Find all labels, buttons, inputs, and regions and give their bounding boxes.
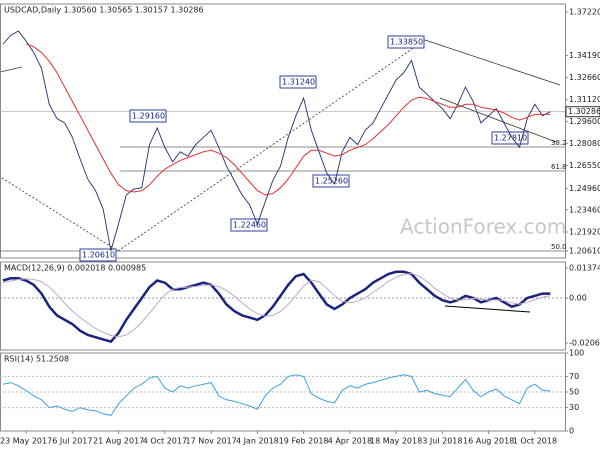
x-tick-label: 18 May 2018 [370,437,422,446]
annotation: 1.33850 [390,38,423,47]
panel-title: MACD(12,26,9) 0.002018 0.000985 [4,264,146,273]
annotation: 1.31240 [282,78,315,87]
annotation-box [79,248,117,262]
y-tick-label: 100 [569,349,584,358]
y-tick-label: 1.29600 [569,117,600,126]
y-tick-label: 1.26550 [569,161,600,170]
channel-line [424,39,561,86]
x-tick-label: 3 Jul 2018 [422,437,462,446]
annotation-box [491,131,529,145]
y-tick-label: 1.28080 [569,139,600,148]
x-tick-label: 19 Feb 2018 [279,437,329,446]
y-tick-label: 1.32660 [569,73,600,82]
current-price: 1.30286 [568,107,600,116]
series-line [2,30,551,251]
panel-title: RSI(14) 51.2508 [4,355,69,364]
x-tick-label: 17 Nov 2017 [186,437,237,446]
y-tick-label: 0.00 [569,293,587,302]
series-line [25,43,551,196]
macd-trend-line [444,305,531,313]
level-label: 61.8 [551,163,567,171]
y-tick-label: 1.31120 [569,95,600,104]
level-label: 50.0 [551,243,567,251]
y-tick-label: 1.21920 [569,227,600,236]
y-tick-label: 0.013745 [569,264,600,273]
series-line [2,270,551,344]
channel-line [439,97,557,143]
y-tick-label: 30 [569,403,579,412]
x-tick-label: 1 Oct 2018 [513,437,557,446]
annotation-box [129,109,167,123]
trend-lines [0,39,561,313]
x-tick-label: 4 Apr 2018 [328,437,372,446]
y-tick-label: -0.020652 [569,338,600,347]
annotation: 1.27810 [494,134,527,143]
y-tick-label: 1.37220 [569,8,600,17]
watermark: ActionForex.com [400,215,566,239]
x-tick-label: 21 Aug 2017 [93,437,144,446]
annotation-box [279,75,317,89]
y-tick-label: 1.24960 [569,184,600,193]
support-line [1,177,119,252]
x-tick-label: 23 May 2017 [0,437,52,446]
annotation: 1.25260 [315,177,348,186]
y-tick-label: 50 [569,388,579,397]
annotation-box [387,35,425,49]
x-tick-label: 6 Jul 2017 [52,437,92,446]
series-line [2,374,551,416]
x-tick-label: 4 Oct 2017 [143,437,187,446]
y-tick-label: 1.34190 [569,51,600,60]
y-tick-label: 1.23460 [569,205,600,214]
annotation: 1.20610 [82,251,115,260]
trend-line [0,66,23,73]
x-tick-label: 16 Aug 2018 [463,437,514,446]
annotation: 1.22460 [233,221,266,230]
annotation-box [312,174,350,188]
panel-frame [0,3,566,259]
level-label: 38.2 [551,139,567,147]
x-tick-label: 4 Jan 2018 [236,437,279,446]
series-line [2,272,551,338]
panel-title: USDCAD,Daily 1.30560 1.30565 1.30157 1.3… [4,6,204,15]
y-tick-label: 70 [569,372,579,381]
price-box [565,106,600,118]
annotation: 1.29160 [132,112,165,121]
panel-frame [0,261,566,351]
y-tick-label: 1.20610 [569,246,600,255]
y-tick-label: 0 [569,427,574,436]
